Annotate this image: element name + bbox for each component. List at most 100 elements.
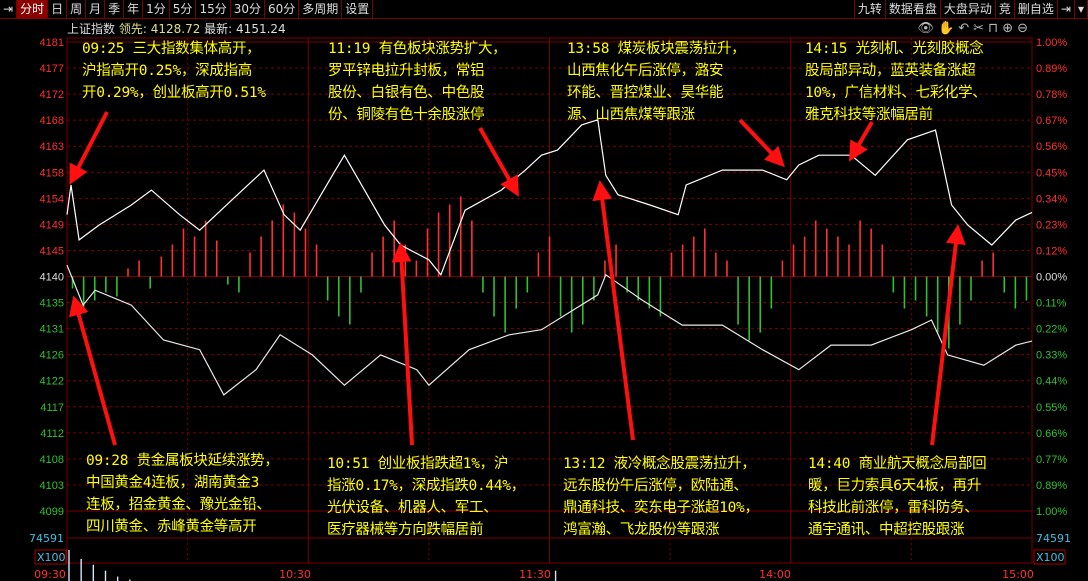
price-tick-label: 4099 (40, 506, 64, 518)
nine-turn-button[interactable]: 九转 (853, 0, 886, 19)
price-tick-label: 4122 (40, 376, 64, 388)
tab-month[interactable]: 月 (86, 0, 106, 19)
pct-tick-label: 1.00% (1036, 37, 1067, 49)
price-tick-label: 4168 (40, 115, 64, 127)
price-tick-label: 4135 (40, 298, 64, 310)
remove-watchlist-button[interactable]: 删自选 (1015, 0, 1058, 19)
price-tick-label: 4103 (40, 480, 64, 492)
price-tick-label: 4149 (40, 219, 64, 231)
time-tick-label: 11:30 (519, 568, 551, 581)
dropdown-icon[interactable]: ▾ (1075, 0, 1088, 19)
pct-tick-label: 0.89% (1036, 480, 1067, 492)
tab-week[interactable]: 周 (67, 0, 87, 19)
price-tick-label: 4131 (40, 324, 64, 336)
volume-max-label: 74591 (29, 532, 64, 545)
scissors-icon[interactable]: ✂ (973, 21, 985, 36)
pct-tick-label: 0.45% (1036, 167, 1067, 179)
data-board-button[interactable]: 数据看盘 (886, 0, 941, 19)
annotation-1312: 13:12 液冷概念股震荡拉升， 远东股份午后涨停，欧陆通、 鼎通科技、奕东电子涨超… (563, 456, 759, 538)
price-tick-label: 4154 (40, 193, 64, 205)
lead-value: 4128.72 (150, 22, 201, 36)
annotation-0925: 09:25 三大指数集体高开， 沪指高开0.25%，深成指高 开0.29%，创业板高… (82, 41, 266, 101)
price-tick-label: 4145 (40, 245, 64, 257)
annotation-arrow (592, 180, 635, 441)
pct-tick-label: 0.11% (1036, 298, 1067, 310)
annotation-arrow (478, 127, 519, 197)
pct-tick-label: 0.34% (1036, 193, 1067, 205)
pct-tick-label: 0.33% (1036, 350, 1067, 362)
tab-multi-period[interactable]: 多周期 (299, 0, 343, 19)
tab-day[interactable]: 日 (48, 0, 68, 19)
price-tick-label: 4163 (40, 141, 64, 153)
tab-5min[interactable]: 5分 (170, 0, 197, 19)
annotation-1440: 14:40 商业航天概念局部回 暖，巨力索具6天4板，再升 科技此前涨停，雷科防务、… (808, 456, 987, 538)
pct-tick-label: 0.55% (1036, 402, 1067, 414)
pct-tick-label: 0.23% (1036, 219, 1067, 231)
pct-tick-label: 0.77% (1036, 454, 1067, 466)
volume-unit-box (34, 549, 67, 565)
last-value: 4151.24 (236, 22, 286, 36)
pct-tick-label: 1.00% (1036, 506, 1067, 518)
tab-30min[interactable]: 30分 (231, 0, 265, 19)
index-line (66, 119, 1033, 276)
pct-tick-label: 0.66% (1036, 428, 1067, 440)
tab-quarter[interactable]: 季 (105, 0, 125, 19)
zoom-in-icon[interactable]: ⊕ (1002, 21, 1014, 36)
pct-tick-label: 0.78% (1036, 89, 1067, 101)
annotation-1119: 11:19 有色板块涨势扩大， 罗平锌电拉升封板，常铝 股份、白银有色、中色股 份、铜… (328, 41, 507, 123)
pct-tick-label: 0.00% (1036, 272, 1067, 284)
index-name: 上证指数 (67, 22, 116, 36)
price-tick-label: 4177 (40, 63, 64, 75)
tab-1min[interactable]: 1分 (143, 0, 170, 19)
period-toolbar: ⇥ 分时 日 周 月 季 年 1分 5分 15分 30分 60分 多周期 设置 … (0, 0, 1088, 19)
volume-unit-label: X100 (37, 551, 66, 564)
hand-icon[interactable]: ✋ (938, 21, 955, 36)
annotation-arrow (848, 120, 874, 162)
annotation-arrow (391, 242, 414, 446)
volume-unit-box-right (1033, 549, 1066, 565)
zoom-out-icon[interactable]: ⊖ (1017, 21, 1028, 36)
settings-button[interactable]: 设置 (342, 0, 374, 19)
pct-tick-label: 0.22% (1036, 324, 1067, 336)
price-tick-label: 4108 (40, 454, 64, 466)
annotation-arrow (69, 295, 117, 446)
price-tick-label: 4181 (40, 37, 64, 49)
price-tick-label: 4112 (40, 428, 64, 440)
quote-info: 上证指数 领先: 4128.72 最新: 4151.24 (67, 20, 286, 38)
annotation-arrow (930, 224, 966, 446)
time-tick-label: 10:30 (279, 568, 311, 581)
time-tick-label: 09:30 (34, 568, 66, 581)
annotation-arrow (738, 118, 785, 168)
annotation-0928: 09:28 贵金属板块延续涨势， 中国黄金4连板，湖南黄金3 连板，招金黄金、豫光金… (86, 453, 279, 535)
lead-label: 领先: (118, 22, 147, 36)
pct-tick-label: 0.56% (1036, 141, 1067, 153)
price-tick-label: 4158 (40, 167, 64, 179)
auction-button[interactable]: 竞 (996, 0, 1015, 19)
eye-icon[interactable]: 👁 (917, 21, 935, 36)
lead-line (66, 264, 1033, 396)
plot-border (66, 37, 1033, 564)
last-label: 最新: (204, 22, 233, 36)
collapse-icon[interactable]: ⇥ (1058, 0, 1075, 19)
chart-tools: 👁 ✋ ↶ ✂ ⊓ ⊕ ⊖ (918, 21, 1028, 36)
lock-icon[interactable]: ⊓ (988, 21, 999, 36)
tab-60min[interactable]: 60分 (265, 0, 300, 19)
price-tick-label: 4172 (40, 89, 64, 101)
sidebar-toggle-icon[interactable]: ⇥ (0, 0, 18, 19)
undo-icon[interactable]: ↶ (958, 21, 970, 36)
time-tick-label: 15:00 (1002, 568, 1034, 581)
price-tick-label: 4117 (40, 402, 64, 414)
tab-intraday[interactable]: 分时 (17, 0, 49, 19)
pct-tick-label: 0.89% (1036, 63, 1067, 75)
pct-tick-label: 0.44% (1036, 376, 1067, 388)
tab-15min[interactable]: 15分 (196, 0, 231, 19)
pct-tick-label: 0.12% (1036, 245, 1067, 257)
market-alert-button[interactable]: 大盘异动 (941, 0, 996, 19)
annotation-1415: 14:15 光刻机、光刻胶概念 股局部异动，蓝英装备涨超 10%，广信材料、七彩化学… (805, 41, 987, 123)
volume-max-label-right: 74591 (1036, 532, 1071, 545)
annotation-1051: 10:51 创业板指跌超1%，沪 指涨0.17%，深成指跌0.44%， 光伏设备、机… (327, 456, 525, 538)
tab-year[interactable]: 年 (124, 0, 144, 19)
pct-tick-label: 0.67% (1036, 115, 1067, 127)
volume-unit-label-right: X100 (1036, 551, 1065, 564)
